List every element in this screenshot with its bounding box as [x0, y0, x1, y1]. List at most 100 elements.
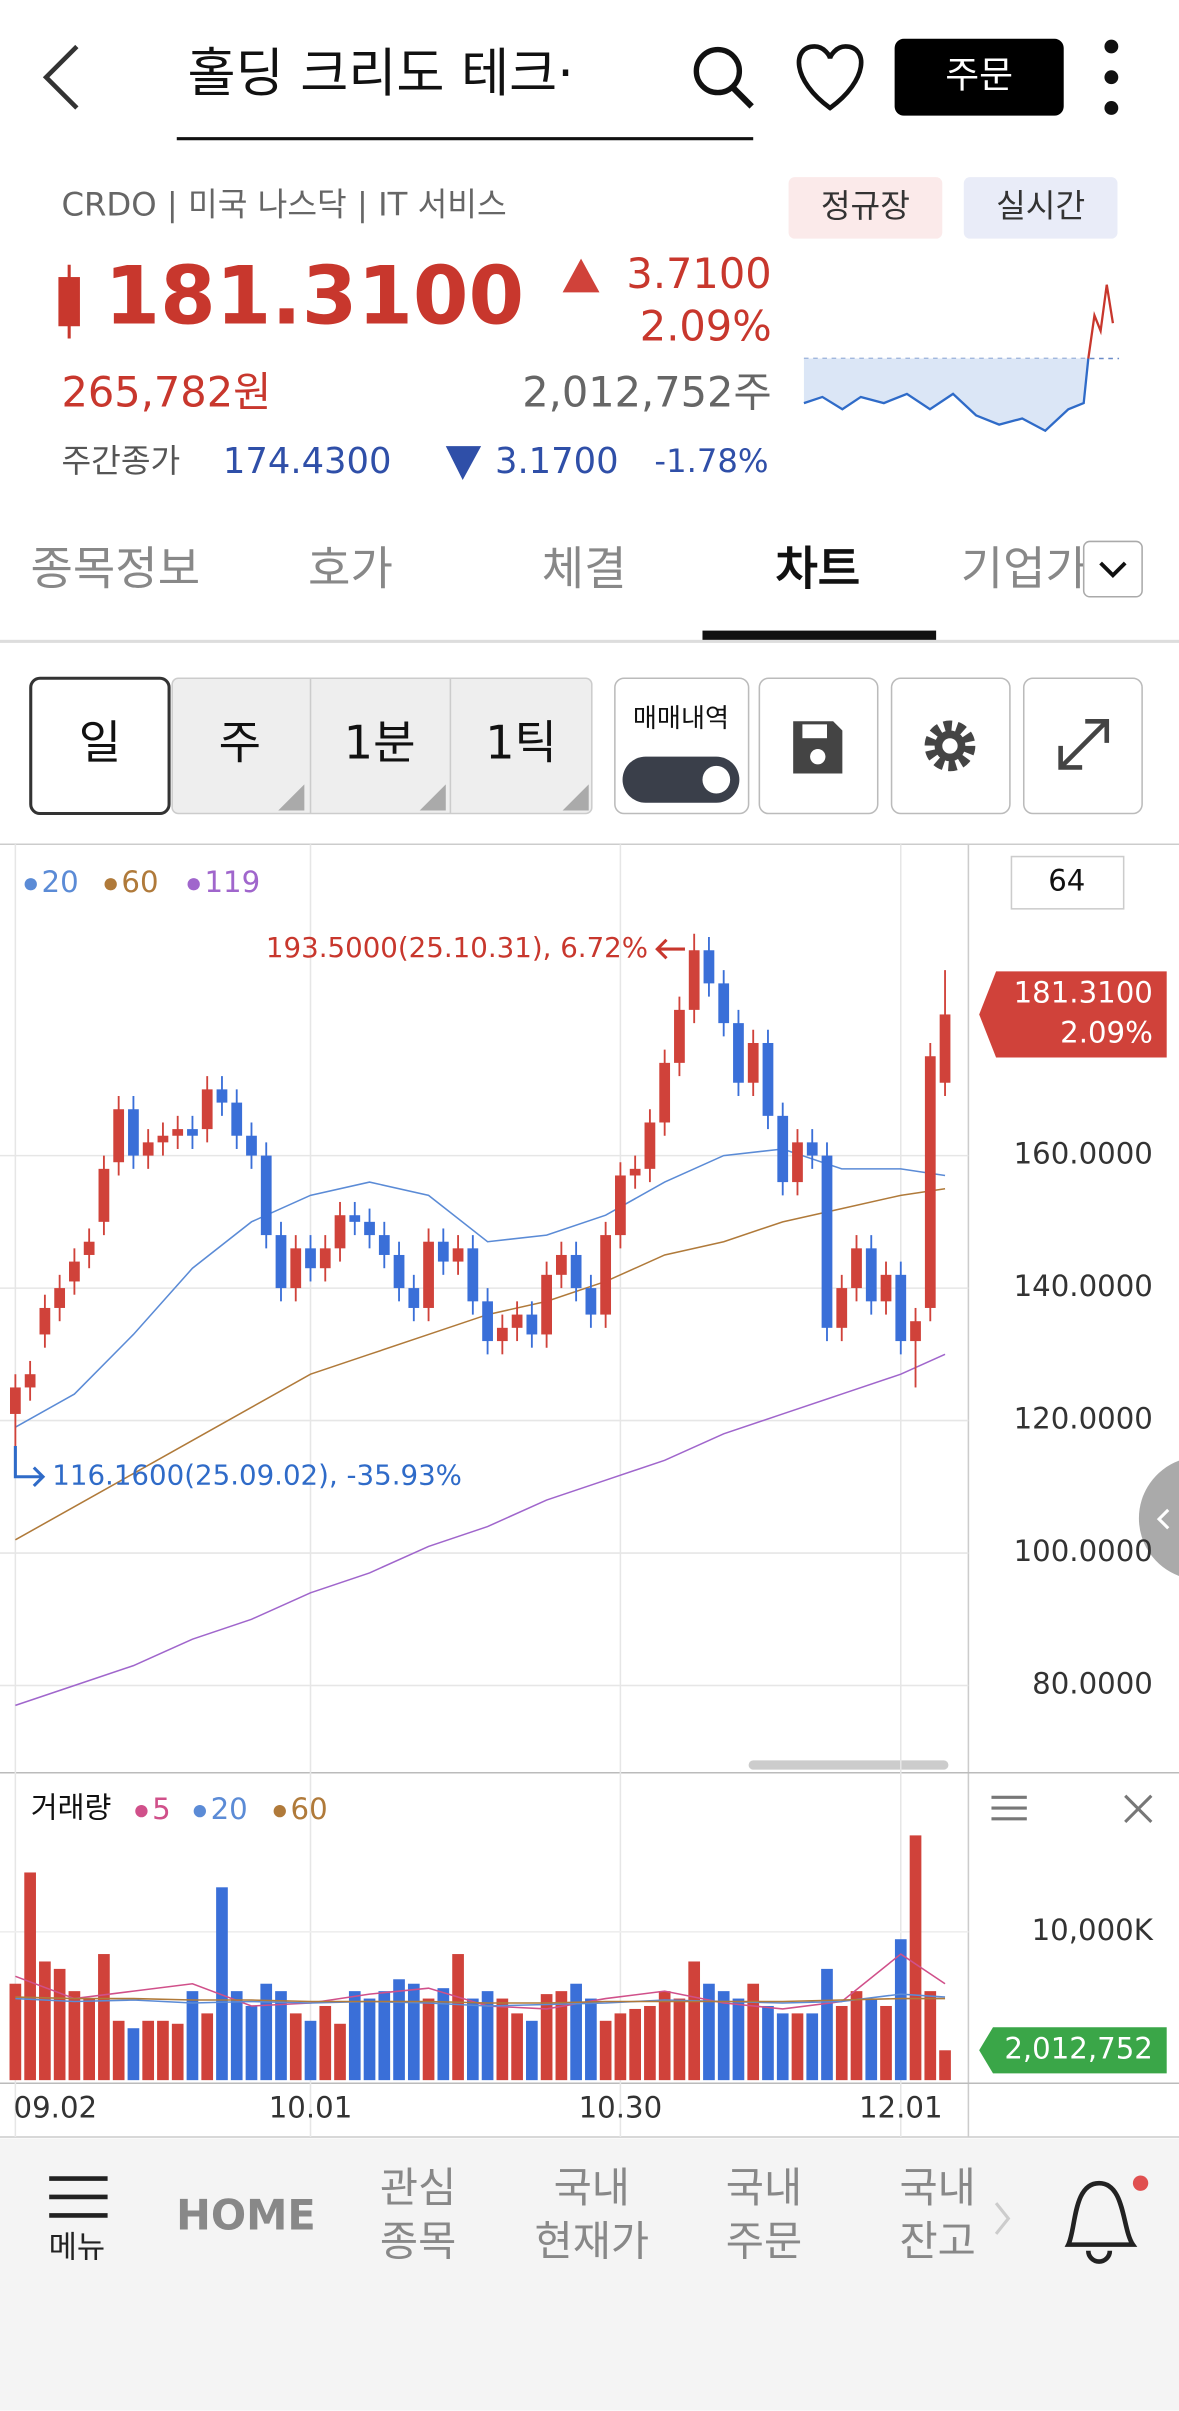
- candle-body: [319, 1248, 331, 1269]
- volume-bar: [466, 1998, 479, 2081]
- volume-bar: [304, 2020, 317, 2081]
- candle-body: [482, 1301, 493, 1342]
- nav-menu[interactable]: 메뉴: [49, 2230, 106, 2266]
- legend-dot: [24, 878, 37, 891]
- volume-bar: [171, 2023, 184, 2081]
- period-button-active[interactable]: [29, 676, 171, 816]
- search-field[interactable]: 홀딩 크리도 테크·: [188, 43, 574, 104]
- candle-body: [511, 1314, 523, 1328]
- volume-bar: [289, 2013, 302, 2081]
- y-tick-label: 140.0000: [1014, 1269, 1153, 1303]
- order-label[interactable]: 주문: [945, 54, 1013, 97]
- more-menu[interactable]: [1104, 39, 1119, 115]
- candle-body: [733, 1023, 744, 1083]
- notification-bell[interactable]: [1064, 2180, 1138, 2264]
- period-button[interactable]: 주: [219, 715, 261, 769]
- count: 64: [1048, 864, 1085, 898]
- nav-chevron[interactable]: [994, 2202, 1011, 2235]
- nav-item[interactable]: 주문: [726, 2217, 802, 2266]
- badge: [963, 177, 1118, 239]
- legend-label: 20: [211, 1792, 248, 1826]
- period-button[interactable]: 일: [79, 715, 121, 769]
- volume-bar: [762, 2005, 774, 2081]
- favorite[interactable]: [796, 44, 864, 111]
- volume-bar: [496, 1998, 509, 2081]
- volume-close[interactable]: [1124, 1794, 1153, 1823]
- volume-bar: [334, 2023, 346, 2081]
- candle-body: [747, 1042, 759, 1083]
- volume-bar: [747, 1983, 760, 2081]
- nav-item[interactable]: 종목: [380, 2217, 456, 2266]
- volume-bar: [717, 1991, 730, 2081]
- count-box: [1010, 855, 1125, 910]
- volume-bar: [363, 1998, 376, 2081]
- tab[interactable]: 호가: [308, 542, 393, 596]
- candle-body: [880, 1274, 892, 1302]
- tab[interactable]: 체결: [542, 542, 627, 596]
- tab[interactable]: 기업가: [961, 542, 1088, 596]
- volume-bar: [629, 2008, 641, 2081]
- volume-bar: [201, 2013, 214, 2081]
- candle-body: [836, 1288, 848, 1328]
- scrollbar[interactable]: [748, 1760, 949, 1770]
- volume-bar: [703, 1983, 715, 2081]
- candle-body: [334, 1215, 346, 1249]
- candle-body: [895, 1274, 907, 1342]
- candle-body: [526, 1314, 538, 1335]
- candle-body: [172, 1129, 184, 1136]
- volume-bar: [924, 1991, 937, 2081]
- stock-info: CRDO | 미국 나스닥 | IT 서비스: [61, 185, 506, 223]
- volume-bar: [348, 1991, 361, 2081]
- candle-body: [865, 1248, 877, 1302]
- volume-bar: [39, 1961, 51, 2081]
- weekly-pct: -1.78%: [654, 442, 768, 480]
- volume-bar: [614, 2013, 627, 2081]
- candle-body: [688, 950, 700, 1010]
- nav-item[interactable]: 국내: [554, 2163, 630, 2212]
- bottom-nav: [0, 2138, 1179, 2411]
- candle-body: [555, 1254, 567, 1275]
- candle-body: [290, 1248, 302, 1289]
- nav-item[interactable]: 국내: [899, 2163, 975, 2212]
- volume-bar: [673, 1998, 686, 2081]
- volume-title: 거래량: [31, 1791, 112, 1825]
- candle-body: [423, 1241, 434, 1308]
- volume-bar: [245, 2005, 258, 2081]
- tab-active[interactable]: 차트: [775, 542, 860, 596]
- legend-label: 20: [42, 865, 79, 899]
- x-tick-label: 09.02: [14, 2090, 98, 2124]
- nav-home[interactable]: HOME: [176, 2190, 316, 2239]
- candle-body: [792, 1142, 803, 1183]
- menu-icon[interactable]: [49, 2176, 108, 2218]
- tab[interactable]: 종목정보: [30, 542, 200, 596]
- nav-item[interactable]: 국내: [726, 2163, 802, 2212]
- y-tick-label: 100.0000: [1014, 1534, 1153, 1568]
- price-icon: [58, 264, 80, 339]
- candle-body: [39, 1307, 51, 1335]
- volume-menu[interactable]: [991, 1795, 1027, 1821]
- period-button[interactable]: 1분: [344, 715, 416, 769]
- back-button[interactable]: [42, 44, 79, 110]
- candle-body: [54, 1288, 66, 1308]
- candle-body: [910, 1321, 921, 1342]
- volume-bar: [835, 2005, 848, 2081]
- volume-bar: [555, 1991, 568, 2081]
- tab-divider: [0, 639, 1179, 643]
- candle-body: [260, 1155, 272, 1236]
- nav-item[interactable]: 현재가: [535, 2217, 650, 2266]
- tab-dropdown[interactable]: [1082, 540, 1143, 598]
- search-icon[interactable]: [693, 46, 754, 109]
- nav-item[interactable]: 관심: [380, 2163, 456, 2212]
- annotation-arrow: [655, 938, 685, 960]
- expand-icon: [1058, 718, 1110, 770]
- volume-bar: [437, 1988, 450, 2081]
- order-button[interactable]: [894, 38, 1064, 116]
- legend-dot: [187, 878, 200, 891]
- legend-label: 60: [121, 865, 158, 899]
- save-icon: [810, 748, 826, 765]
- volume-bar: [275, 1991, 287, 2081]
- nav-item[interactable]: 잔고: [899, 2217, 975, 2266]
- candle-body: [924, 1056, 936, 1308]
- period-button[interactable]: 1틱: [485, 715, 557, 769]
- settings-icon: [924, 720, 976, 772]
